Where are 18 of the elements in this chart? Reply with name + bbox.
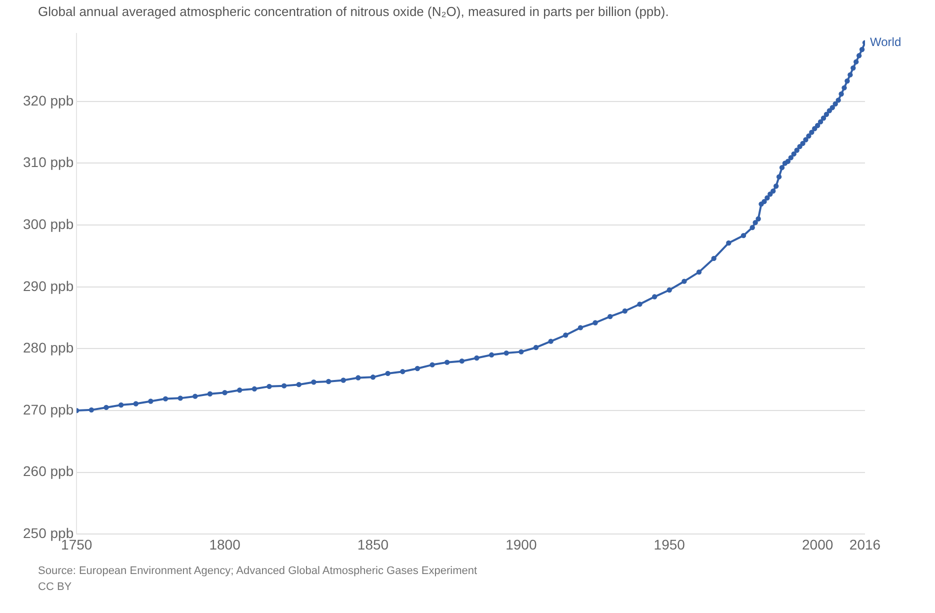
y-tick-label: 250 ppb: [22, 525, 74, 542]
x-tick-label: 1800: [209, 536, 241, 552]
series-label: World: [870, 34, 902, 49]
chart-title: Global annual averaged atmospheric concentration of nitrous oxide (N₂O), measured in parts per billion (ppb).: [38, 4, 669, 19]
x-tick-label: 2016: [849, 536, 881, 552]
x-tick-label: 2000: [802, 536, 834, 552]
y-tick-label: 280 ppb: [22, 340, 74, 356]
y-tick-label: 310 ppb: [22, 154, 74, 170]
y-tick-label: 260 ppb: [22, 463, 74, 480]
x-tick-label: 1950: [654, 536, 686, 552]
text: CC BY: [38, 580, 73, 595]
y-tick-label: 320 ppb: [22, 92, 74, 108]
y-tick-label: 270 ppb: [22, 401, 74, 418]
y-tick-label: 290 ppb: [22, 278, 74, 294]
x-tick-label: 1850: [357, 536, 389, 552]
source-note: Source: European Environment Agency; Advanced Global Atmospheric Gases Experiment: [38, 564, 478, 579]
y-tick-label: 300 ppb: [22, 216, 74, 232]
x-tick-label: 1900: [506, 536, 537, 552]
